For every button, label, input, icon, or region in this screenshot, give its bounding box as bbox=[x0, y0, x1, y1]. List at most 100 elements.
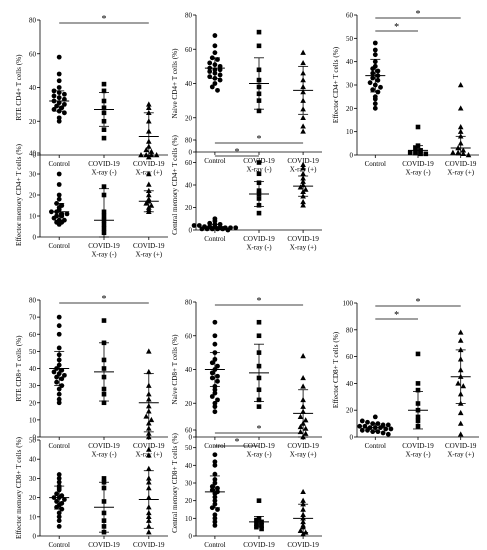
data-point bbox=[457, 128, 464, 134]
data-point bbox=[56, 171, 62, 177]
data-point bbox=[365, 419, 370, 425]
data-point bbox=[457, 329, 464, 335]
significance-star: * bbox=[416, 297, 421, 308]
y-tick-label: 20 bbox=[29, 494, 37, 502]
y-tick-label: 10 bbox=[346, 128, 354, 136]
y-axis-label: Effector memory CD8+ T cells (%) bbox=[15, 436, 23, 539]
data-point bbox=[256, 43, 262, 49]
data-point bbox=[62, 497, 67, 502]
data-point bbox=[153, 152, 160, 158]
x-tick-label: COVID-19 bbox=[88, 160, 120, 168]
y-tick-label: 80 bbox=[29, 17, 37, 25]
data-point bbox=[215, 397, 220, 403]
data-point bbox=[217, 72, 223, 78]
data-point bbox=[212, 81, 218, 86]
x-tick-label: X-ray (-) bbox=[91, 251, 117, 259]
data-point bbox=[457, 124, 464, 130]
y-tick-label: 40 bbox=[29, 84, 37, 92]
data-point bbox=[146, 181, 152, 187]
data-point bbox=[54, 504, 59, 510]
data-point bbox=[302, 430, 309, 436]
y-tick-label: 80 bbox=[185, 12, 193, 20]
data-point bbox=[101, 476, 107, 481]
y-tick-label: 50 bbox=[29, 348, 37, 356]
x-tick-label: COVID-19 bbox=[445, 442, 477, 450]
y-tick-label: 30 bbox=[29, 475, 37, 483]
data-point bbox=[101, 88, 107, 94]
data-point bbox=[297, 413, 304, 419]
data-point bbox=[54, 103, 59, 109]
panel-6: 0 10 20 30 40 50 60 70 80 RTE CD8+ T cells (%) Con… bbox=[15, 294, 168, 459]
data-point bbox=[146, 154, 152, 160]
data-point bbox=[56, 514, 62, 520]
significance-star: * bbox=[234, 147, 239, 158]
data-point bbox=[54, 499, 59, 504]
data-point bbox=[209, 484, 215, 489]
x-tick-label: X-ray (-) bbox=[246, 166, 272, 174]
data-point bbox=[62, 110, 67, 116]
significance-star: * bbox=[102, 294, 107, 305]
data-point bbox=[372, 40, 378, 46]
data-point bbox=[297, 428, 304, 435]
data-point bbox=[209, 487, 215, 493]
data-point bbox=[256, 333, 262, 339]
data-point bbox=[146, 434, 152, 440]
y-tick-label: 40 bbox=[29, 150, 37, 158]
y-tick-label: 60 bbox=[346, 353, 354, 361]
y-tick-label: 80 bbox=[346, 326, 354, 334]
data-point bbox=[372, 101, 378, 107]
y-tick-label: 60 bbox=[185, 159, 193, 167]
data-point bbox=[138, 152, 144, 158]
data-point bbox=[457, 82, 464, 88]
data-point bbox=[370, 87, 376, 93]
y-tick-label: 0 bbox=[33, 152, 37, 160]
data-point bbox=[56, 510, 62, 516]
y-axis-label: RTE CD8+ T cells (%) bbox=[15, 335, 23, 402]
data-point bbox=[51, 88, 57, 94]
y-tick-label: 0 bbox=[189, 227, 193, 235]
data-point bbox=[56, 479, 62, 485]
data-point bbox=[357, 423, 363, 429]
significance-star: * bbox=[257, 296, 262, 307]
y-axis-label: Central memory CD4+ T cells (%) bbox=[171, 134, 179, 234]
data-point bbox=[56, 518, 62, 524]
data-point bbox=[256, 210, 262, 216]
x-tick-label: COVID-19 bbox=[88, 541, 120, 549]
y-tick-label: 20 bbox=[29, 118, 37, 126]
data-point bbox=[372, 414, 378, 420]
data-point bbox=[148, 148, 155, 154]
data-point bbox=[220, 226, 226, 232]
data-point bbox=[300, 49, 306, 55]
data-point bbox=[385, 431, 391, 437]
data-point bbox=[378, 84, 383, 90]
x-tick-label: COVID-19 bbox=[287, 235, 319, 243]
data-point bbox=[146, 452, 152, 458]
data-point bbox=[300, 501, 306, 507]
data-point bbox=[59, 105, 65, 111]
data-point bbox=[300, 165, 306, 171]
y-tick-label: 40 bbox=[346, 58, 354, 66]
y-tick-label: 20 bbox=[185, 204, 193, 212]
data-point bbox=[302, 425, 309, 431]
data-point bbox=[212, 390, 218, 396]
data-point bbox=[101, 127, 107, 132]
data-point bbox=[212, 43, 218, 49]
data-point bbox=[56, 400, 62, 406]
data-point bbox=[56, 391, 62, 397]
y-tick-label: 40 bbox=[185, 182, 193, 190]
x-tick-label: X-ray (+) bbox=[290, 451, 317, 459]
data-point bbox=[217, 63, 223, 69]
data-point bbox=[56, 182, 62, 187]
x-tick-label: COVID-19 bbox=[133, 160, 165, 168]
y-axis-label: Effector CD4+ T cells (%) bbox=[332, 46, 340, 123]
data-point bbox=[199, 226, 205, 232]
data-point bbox=[146, 101, 152, 107]
x-tick-label: Control bbox=[49, 242, 70, 250]
x-tick-label: Control bbox=[49, 160, 70, 168]
data-point bbox=[215, 57, 220, 62]
data-point bbox=[59, 213, 65, 219]
data-point bbox=[254, 521, 259, 526]
data-point bbox=[217, 77, 223, 83]
y-tick-label: 50 bbox=[185, 444, 193, 452]
